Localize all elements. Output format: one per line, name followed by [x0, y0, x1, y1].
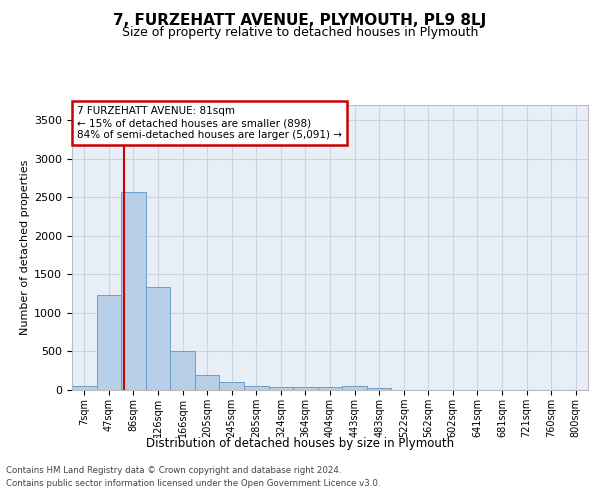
Bar [97, 296, 121, 390]
Text: Contains public sector information licensed under the Open Government Licence v3: Contains public sector information licen… [6, 479, 380, 488]
Bar [72, 386, 97, 390]
Bar [293, 386, 318, 390]
Bar [244, 386, 269, 390]
Bar [269, 386, 293, 390]
Bar [318, 386, 342, 390]
Text: Size of property relative to detached houses in Plymouth: Size of property relative to detached ho… [122, 26, 478, 39]
Bar [170, 352, 195, 390]
Bar [195, 375, 220, 390]
Bar [342, 386, 367, 390]
Bar [367, 388, 391, 390]
Bar [220, 382, 244, 390]
Bar [146, 287, 170, 390]
Bar [121, 192, 146, 390]
Text: 7, FURZEHATT AVENUE, PLYMOUTH, PL9 8LJ: 7, FURZEHATT AVENUE, PLYMOUTH, PL9 8LJ [113, 12, 487, 28]
Y-axis label: Number of detached properties: Number of detached properties [20, 160, 30, 335]
Text: 7 FURZEHATT AVENUE: 81sqm
← 15% of detached houses are smaller (898)
84% of semi: 7 FURZEHATT AVENUE: 81sqm ← 15% of detac… [77, 106, 342, 140]
Text: Contains HM Land Registry data © Crown copyright and database right 2024.: Contains HM Land Registry data © Crown c… [6, 466, 341, 475]
Text: Distribution of detached houses by size in Plymouth: Distribution of detached houses by size … [146, 438, 454, 450]
